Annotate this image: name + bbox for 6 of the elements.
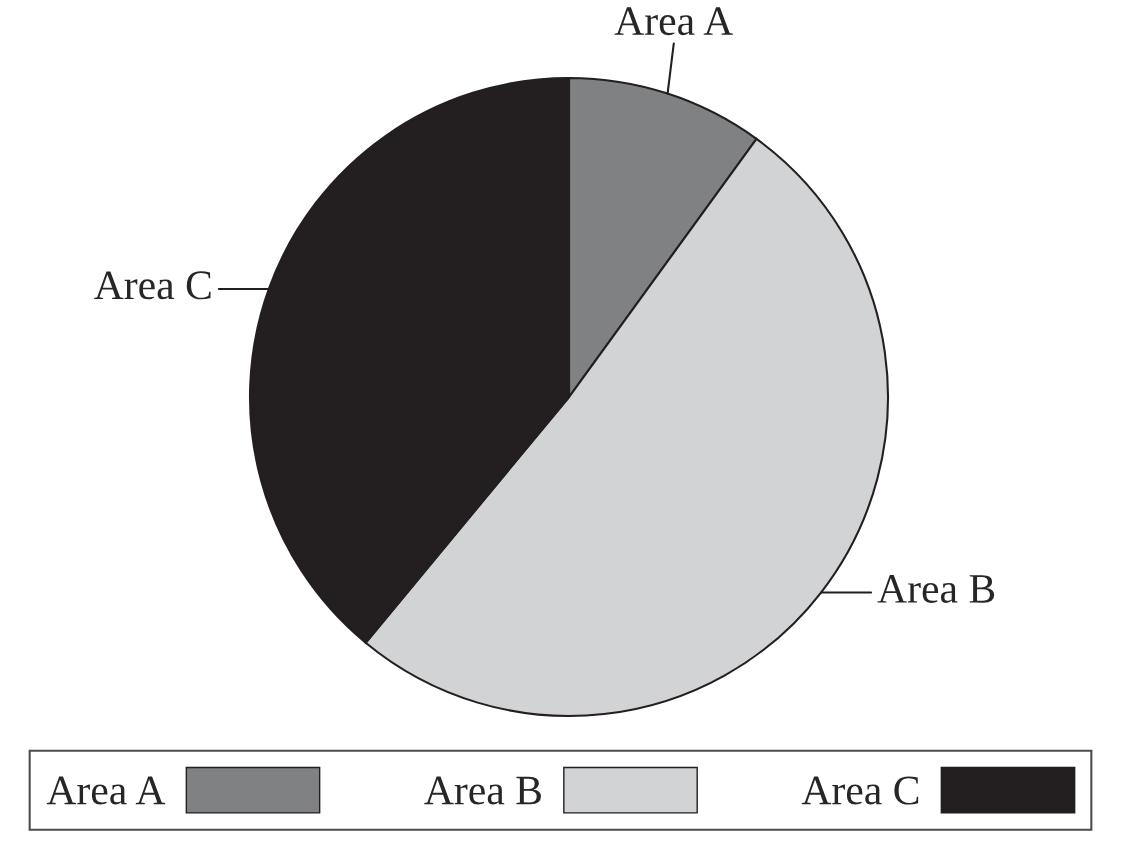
slice-label: Area B	[877, 575, 995, 603]
slice-label: Area C	[94, 271, 211, 300]
legend-label: Area C	[801, 776, 919, 805]
legend-label: Area A	[46, 776, 166, 805]
legend-label: Area B	[424, 776, 541, 805]
slice-label: Area A	[614, 7, 734, 36]
